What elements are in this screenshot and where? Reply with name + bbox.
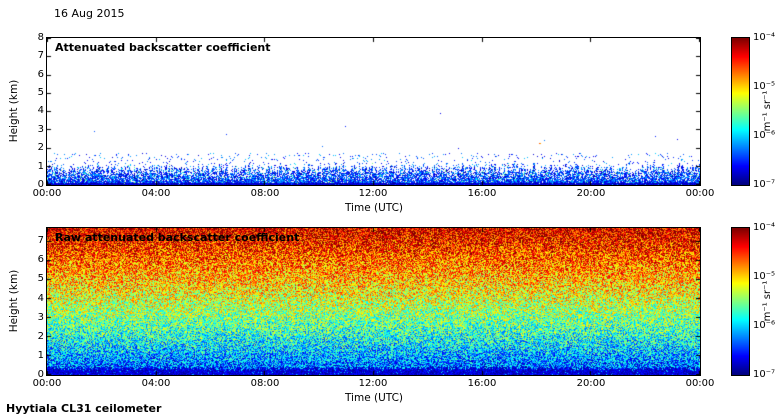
bottom-x-tick: 12:00: [358, 378, 388, 389]
bottom-colorbar-tick: 10⁻⁴: [753, 222, 776, 233]
instrument-label: Hyytiala CL31 ceilometer: [6, 402, 162, 415]
top-colorbar-unit-label: m⁻¹ sr⁻¹: [762, 90, 773, 132]
top-x-tick: 20:00: [576, 188, 606, 199]
top-y-tick: 5: [37, 87, 44, 98]
bottom-y-tick: 6: [37, 254, 44, 265]
top-y-tick: 6: [37, 69, 44, 80]
top-y-tick: 8: [37, 32, 44, 43]
top-y-tick: 3: [37, 124, 44, 135]
top-x-tick: 00:00: [685, 188, 715, 199]
top-y-tick: 1: [37, 161, 44, 172]
top-y-tick: 2: [37, 142, 44, 153]
date-label: 16 Aug 2015: [54, 7, 125, 20]
top-y-tick: 0: [37, 179, 44, 190]
bottom-y-tick: 1: [37, 350, 44, 361]
bottom-y-tick: 7: [37, 235, 44, 246]
bottom-colorbar: [731, 227, 750, 376]
bottom-y-tick: 5: [37, 273, 44, 284]
bottom-y-tick: 4: [37, 293, 44, 304]
top-colorbar-tick: 10⁻⁶: [753, 130, 776, 141]
bottom-y-tick: 2: [37, 331, 44, 342]
bottom-x-tick: 00:00: [32, 378, 62, 389]
bottom-x-tick: 16:00: [467, 378, 497, 389]
bottom-x-tick: 00:00: [685, 378, 715, 389]
top-colorbar-tick: 10⁻⁷: [753, 179, 776, 190]
top-x-axis-label: Time (UTC): [344, 202, 404, 214]
bottom-panel-title: Raw attenuated backscatter coefficient: [55, 231, 300, 244]
top-x-tick: 08:00: [250, 188, 280, 199]
bottom-x-tick: 20:00: [576, 378, 606, 389]
bottom-heatmap-canvas: [46, 227, 701, 376]
bottom-y-tick: 3: [37, 312, 44, 323]
top-heatmap-canvas: [46, 37, 701, 186]
bottom-x-tick: 08:00: [250, 378, 280, 389]
top-colorbar: [731, 37, 750, 186]
top-colorbar-tick: 10⁻⁵: [753, 81, 776, 92]
top-panel-title: Attenuated backscatter coefficient: [55, 41, 271, 54]
bottom-colorbar-unit-label: m⁻¹ sr⁻¹: [762, 280, 773, 322]
top-colorbar-tick: 10⁻⁴: [753, 32, 776, 43]
top-y-tick: 4: [37, 105, 44, 116]
bottom-y-tick: 0: [37, 369, 44, 380]
top-y-tick: 7: [37, 50, 44, 61]
top-x-tick: 16:00: [467, 188, 497, 199]
bottom-colorbar-tick: 10⁻⁶: [753, 320, 776, 331]
top-x-tick: 04:00: [141, 188, 171, 199]
top-x-tick: 12:00: [358, 188, 388, 199]
bottom-colorbar-tick: 10⁻⁵: [753, 271, 776, 282]
bottom-colorbar-tick: 10⁻⁷: [753, 369, 776, 380]
top-x-tick: 00:00: [32, 188, 62, 199]
bottom-x-tick: 04:00: [141, 378, 171, 389]
bottom-x-axis-label: Time (UTC): [344, 392, 404, 404]
